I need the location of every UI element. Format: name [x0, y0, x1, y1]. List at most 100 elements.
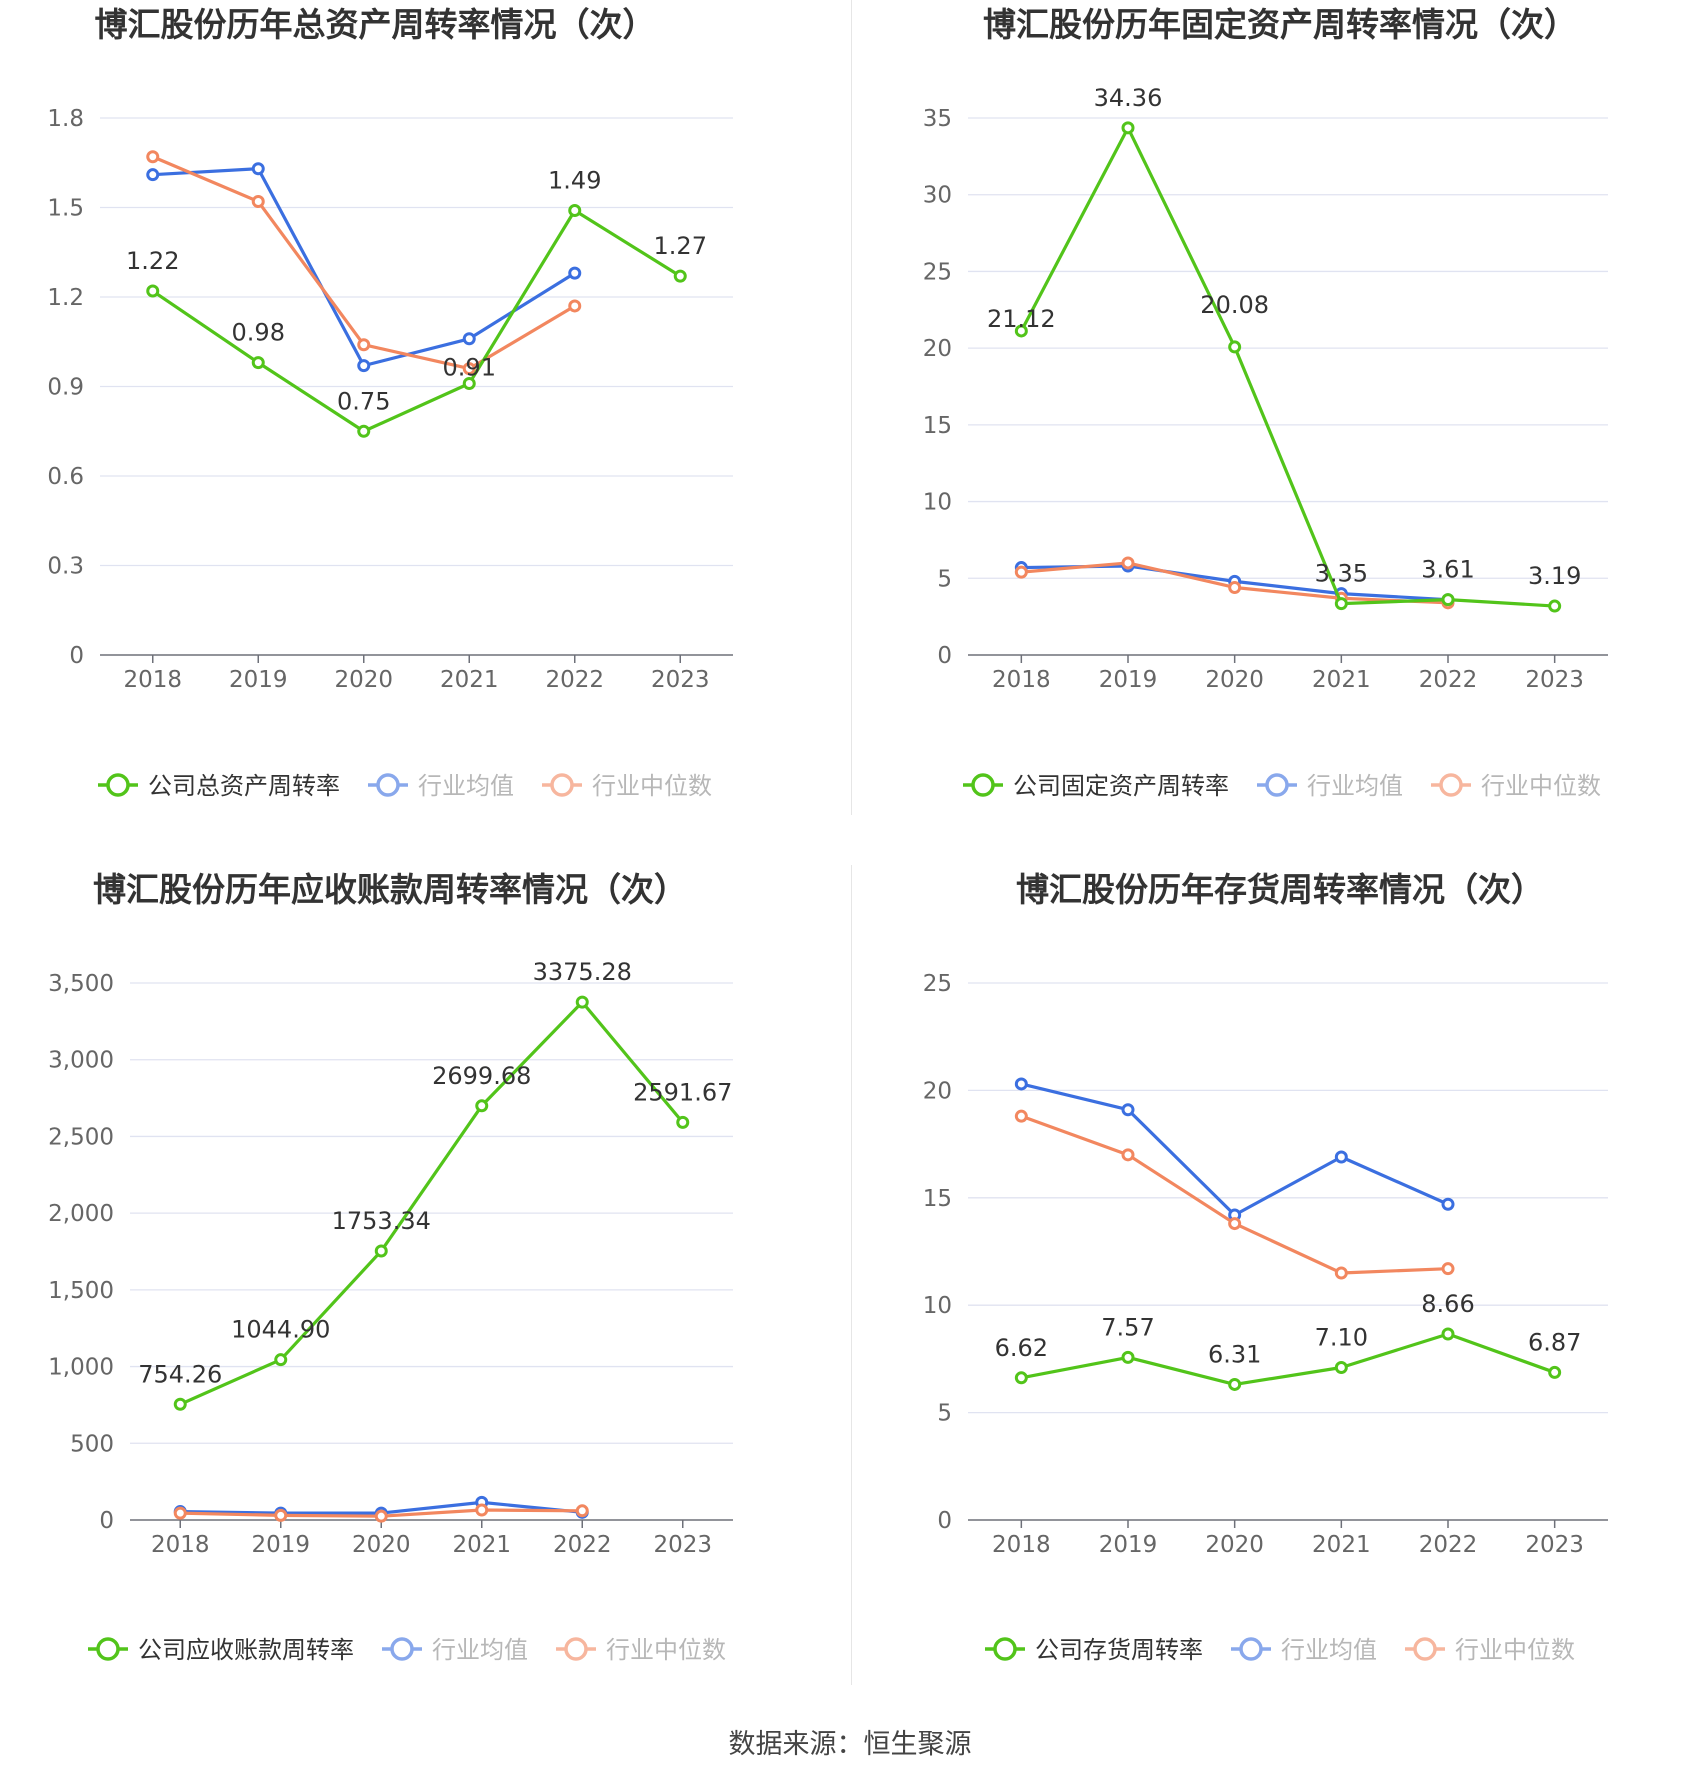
series-line-company: [179, 1000, 684, 1406]
data-point-avg: [251, 162, 265, 176]
legend-item-median[interactable]: 行业中位数: [1405, 1636, 1575, 1664]
x-tick-label: 2023: [653, 1532, 712, 1558]
data-label: 3.19: [1528, 562, 1581, 590]
y-tick-label: 15: [923, 1186, 952, 1212]
x-tick-label: 2023: [1525, 667, 1584, 693]
legend-label: 公司总资产周转率: [148, 772, 340, 800]
legend-marker: [1439, 773, 1463, 797]
y-tick-label: 3,500: [48, 971, 114, 997]
chart-1: 博汇股份历年总资产周转率情况（次） 0 0.3 0.6 0.9 1.2 1.5 1.8 2018…: [47, 5, 733, 800]
data-label: 1044.90: [231, 1316, 330, 1344]
data-point-median: [1228, 580, 1242, 594]
data-point-median: [374, 1509, 388, 1523]
y-tick-label: 5: [937, 1401, 952, 1427]
x-tick-label: 2023: [651, 667, 710, 693]
data-label: 3.61: [1421, 556, 1474, 584]
legend-marker: [1413, 1637, 1437, 1661]
data-point-median: [462, 362, 476, 376]
data-label: 754.26: [138, 1360, 222, 1388]
chart-2: 博汇股份历年固定资产周转率情况（次） 0 5 10 15 20 25 30 35 2018 2019…: [923, 5, 1608, 800]
x-tick-label: 2021: [440, 667, 499, 693]
legend-label: 行业中位数: [1455, 1636, 1575, 1664]
data-label: 2591.67: [633, 1078, 732, 1106]
data-label: 20.08: [1200, 291, 1269, 319]
x-tick-label: 2020: [352, 1532, 411, 1558]
chart-title: 博汇股份历年存货周转率情况（次）: [1016, 870, 1544, 909]
legend-item-avg[interactable]: 行业均值: [1231, 1636, 1377, 1664]
legend-label: 行业中位数: [592, 772, 712, 800]
data-point-company: [1228, 1377, 1242, 1391]
data-point-company: [1334, 1360, 1348, 1374]
data-point-median: [274, 1508, 288, 1522]
y-tick-label: 10: [923, 490, 952, 516]
y-tick-label: 1.5: [47, 196, 84, 222]
series-line-median: [1020, 1114, 1449, 1275]
series-line-avg: [152, 167, 576, 368]
legend-marker: [390, 1637, 414, 1661]
chart-4: 博汇股份历年存货周转率情况（次） 0 5 10 15 20 25 2018 2019 2020 20…: [923, 870, 1608, 1664]
x-tick-label: 2019: [229, 667, 288, 693]
data-label: 34.36: [1094, 84, 1163, 112]
x-tick-label: 2019: [1099, 667, 1158, 693]
data-point-avg: [1441, 1197, 1455, 1211]
y-tick-label: 2,500: [48, 1124, 114, 1150]
data-label: 7.10: [1315, 1323, 1368, 1351]
legend-item-company[interactable]: 公司应收账款周转率: [88, 1636, 354, 1664]
legend-item-company[interactable]: 公司存货周转率: [985, 1636, 1203, 1664]
data-point-company: [1014, 1371, 1028, 1385]
data-point-company: [1441, 1327, 1455, 1341]
series-line-company: [1021, 1332, 1556, 1387]
legend-marker: [564, 1637, 588, 1661]
data-label: 1753.34: [332, 1207, 431, 1235]
legend-item-median[interactable]: 行业中位数: [542, 772, 712, 800]
data-point-median: [1441, 1262, 1455, 1276]
x-tick-label: 2020: [1205, 1532, 1264, 1558]
data-point-median: [568, 299, 582, 313]
legend-item-company[interactable]: 公司固定资产周转率: [963, 772, 1229, 800]
y-tick-label: 20: [923, 336, 952, 362]
x-tick-label: 2019: [251, 1532, 310, 1558]
legend-label: 公司存货周转率: [1035, 1636, 1203, 1664]
data-point-company: [1548, 599, 1562, 613]
data-point-median: [1121, 1148, 1135, 1162]
x-tick-label: 2018: [123, 667, 182, 693]
x-tick-label: 2021: [1312, 1532, 1371, 1558]
legend-item-median[interactable]: 行业中位数: [556, 1636, 726, 1664]
y-tick-label: 25: [923, 259, 952, 285]
data-label: 1.27: [654, 232, 707, 260]
data-point-median: [251, 195, 265, 209]
legend-item-avg[interactable]: 行业均值: [1257, 772, 1403, 800]
chart-3: 博汇股份历年应收账款周转率情况（次） 0 500 1,000 1,500 2,000 2,5…: [48, 870, 733, 1664]
legend-item-avg[interactable]: 行业均值: [368, 772, 514, 800]
data-label: 1.49: [548, 166, 601, 194]
legend-label: 公司固定资产周转率: [1013, 772, 1229, 800]
legend-item-median[interactable]: 行业中位数: [1431, 772, 1601, 800]
data-label: 0.75: [337, 387, 390, 415]
x-tick-label: 2020: [1205, 667, 1264, 693]
series-line-company: [1019, 126, 1555, 608]
data-point-company: [146, 284, 160, 298]
data-point-median: [575, 1504, 589, 1518]
data-point-company: [173, 1397, 187, 1411]
data-label: 21.12: [987, 305, 1056, 333]
data-point-company: [575, 995, 589, 1009]
data-label: 6.31: [1208, 1340, 1261, 1368]
legend-item-avg[interactable]: 行业均值: [382, 1636, 528, 1664]
data-point-median: [1334, 1266, 1348, 1280]
data-point-avg: [1014, 1077, 1028, 1091]
data-point-company: [1121, 121, 1135, 135]
y-tick-label: 1.2: [47, 285, 84, 311]
data-point-company: [673, 269, 687, 283]
y-tick-label: 1.8: [47, 106, 84, 132]
y-tick-label: 35: [923, 106, 952, 132]
data-point-median: [357, 338, 371, 352]
data-point-avg: [357, 359, 371, 373]
x-tick-label: 2020: [334, 667, 393, 693]
y-tick-label: 0: [937, 643, 952, 669]
data-point-median: [1014, 565, 1028, 579]
legend-label: 行业均值: [432, 1636, 528, 1664]
legend-item-company[interactable]: 公司总资产周转率: [98, 772, 340, 800]
x-tick-label: 2022: [553, 1532, 612, 1558]
data-point-company: [475, 1099, 489, 1113]
y-tick-label: 1,500: [48, 1278, 114, 1304]
